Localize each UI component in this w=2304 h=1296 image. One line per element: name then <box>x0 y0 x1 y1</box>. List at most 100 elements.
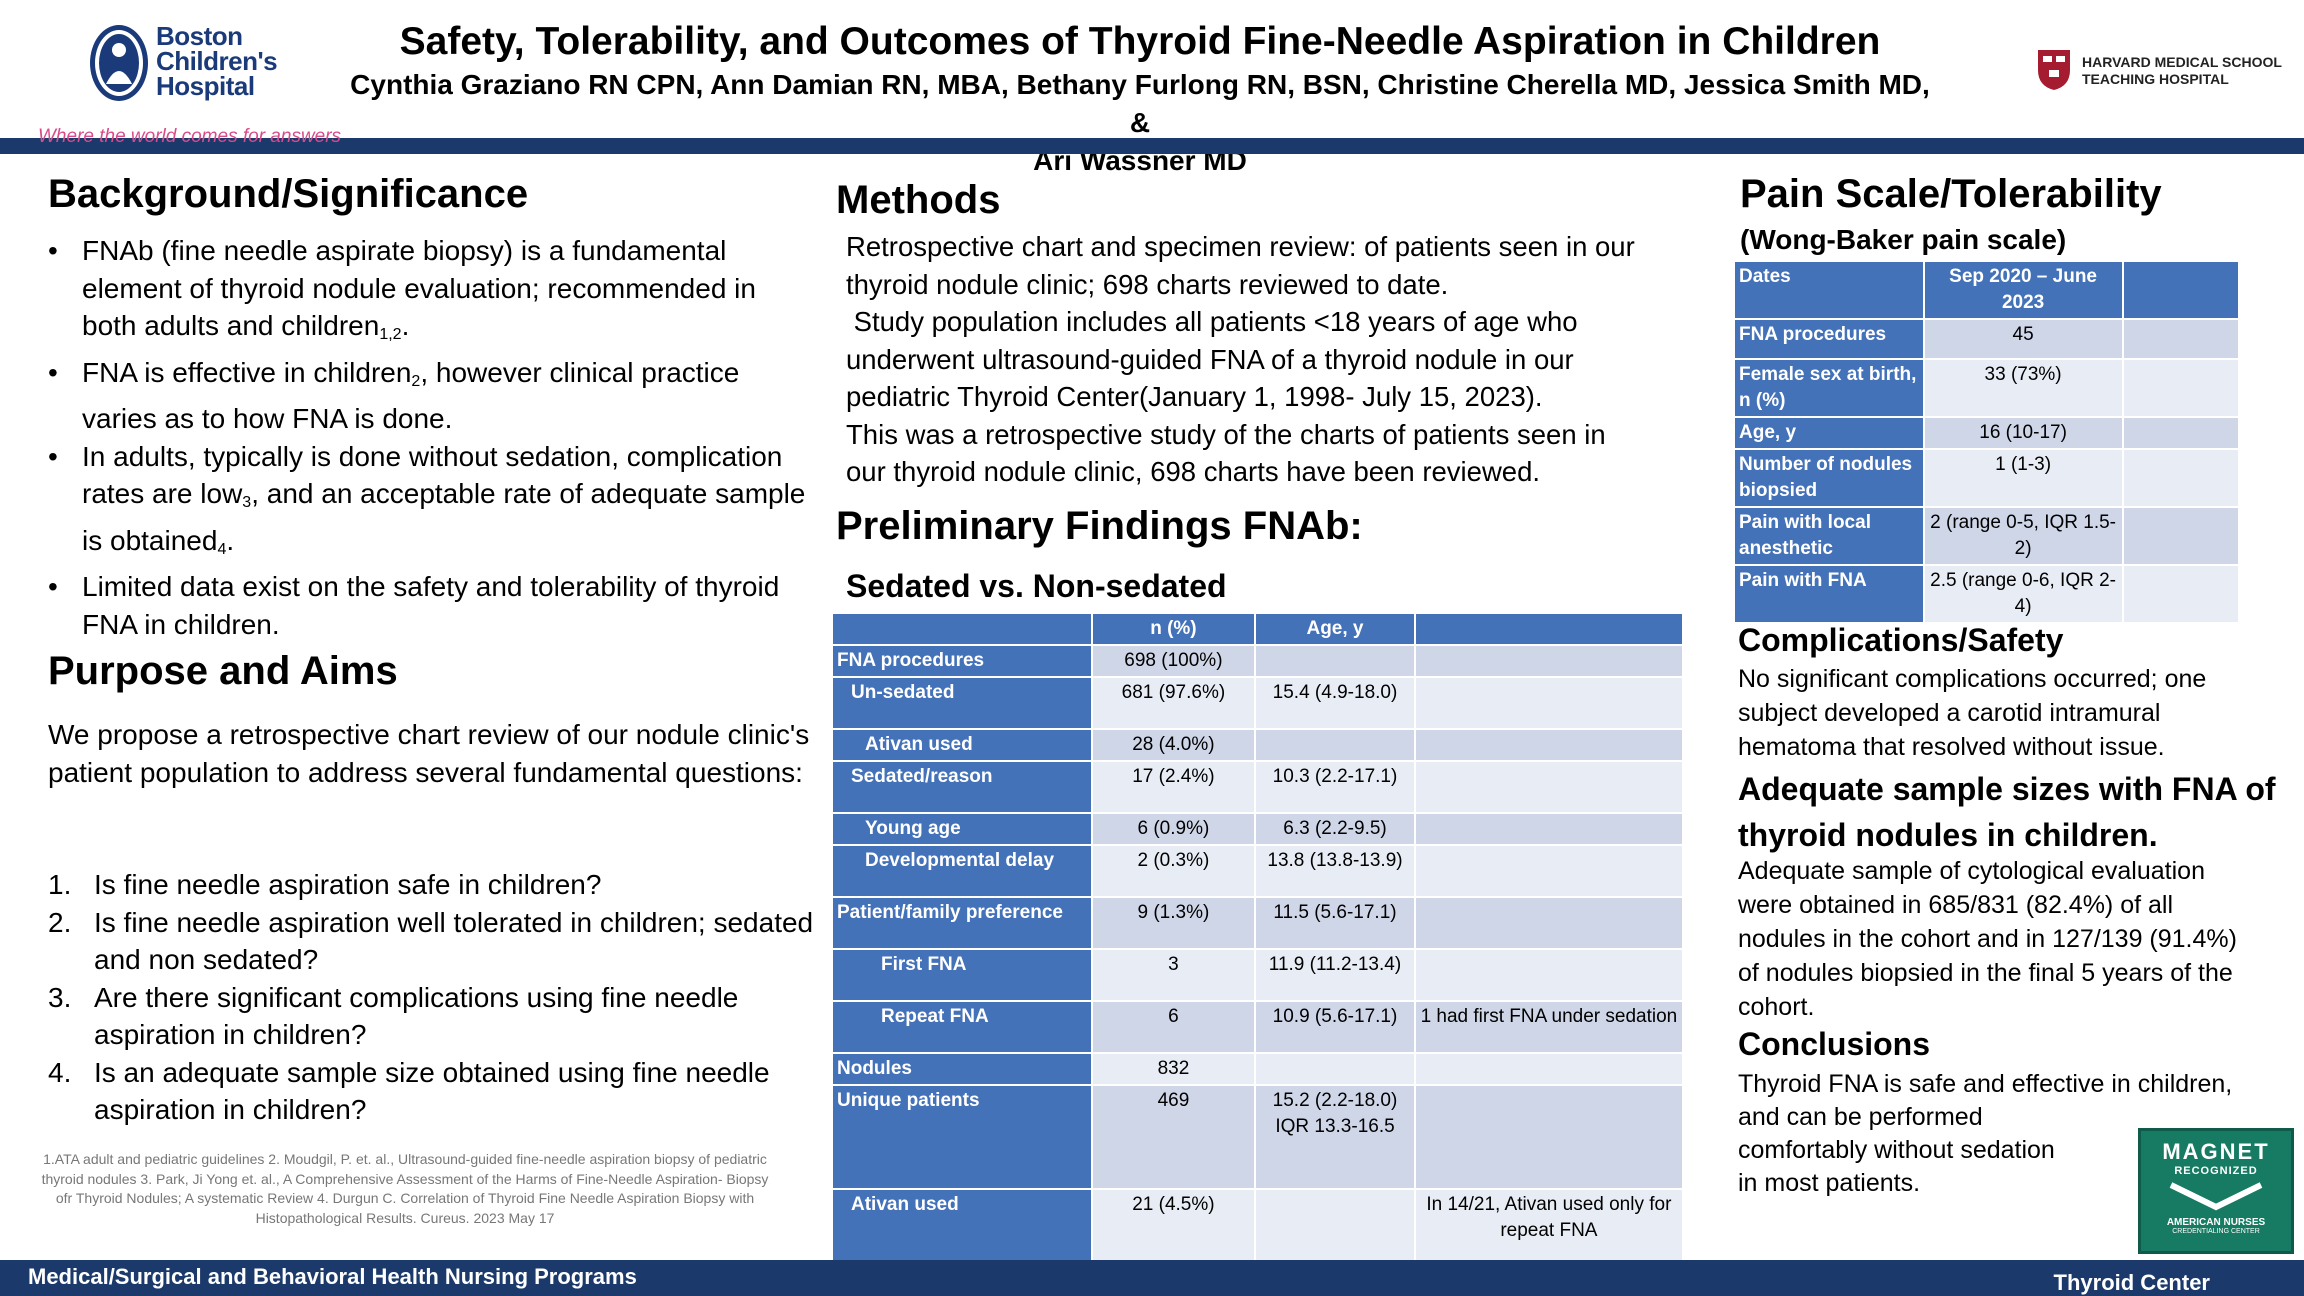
pain-row-label: Pain with local anesthetic <box>1733 506 1925 566</box>
pain-row: FNA procedures 45 <box>1733 318 2241 360</box>
findings-row: Unique patients 469 15.2 (2.2-18.0) IQR 13… <box>831 1084 1685 1190</box>
pain-row-empty <box>2121 564 2241 624</box>
pain-row-label: FNA procedures <box>1733 318 1925 360</box>
findings-cell-age: 6.3 (2.2-9.5) <box>1254 812 1416 846</box>
findings-cell-age: 10.9 (5.6-17.1) <box>1254 1000 1416 1054</box>
pain-row-empty <box>2121 416 2241 450</box>
methods-para-3: This was a retrospective study of the ch… <box>846 418 1606 488</box>
pain-row-value: 2 (range 0-5, IQR 1.5-2) <box>1922 506 2124 566</box>
findings-cell-age: 15.4 (4.9-18.0) <box>1254 676 1416 730</box>
findings-cell-n: 17 (2.4%) <box>1090 760 1257 814</box>
pain-row-label: Age, y <box>1733 416 1925 450</box>
pain-column-header: Dates <box>1733 260 1925 320</box>
findings-cell-n: 698 (100%) <box>1090 644 1257 678</box>
findings-column-header: n (%) <box>1090 612 1257 646</box>
methods-para-2: Study population includes all patients <… <box>846 306 1586 412</box>
findings-row: Un-sedated 681 (97.6%) 15.4 (4.9-18.0) <box>831 676 1685 730</box>
methods-text: Retrospective chart and specimen review:… <box>846 228 1646 491</box>
pain-row-value: 16 (10-17) <box>1922 416 2124 450</box>
pain-row-label: Number of nodules biopsied <box>1733 448 1925 508</box>
pain-row: Age, y 16 (10-17) <box>1733 416 2241 450</box>
harvard-logo: HARVARD MEDICAL SCHOOL TEACHING HOSPITAL <box>2036 48 2296 98</box>
bch-seal-icon <box>90 25 148 101</box>
harvard-shield-icon <box>2038 50 2070 90</box>
findings-cell-note: In 14/21, Ativan used only for repeat FN… <box>1413 1188 1685 1268</box>
complications-text: No significant complications occurred; o… <box>1738 665 2207 761</box>
question-item: 3. Are there significant complications us… <box>48 981 739 1051</box>
findings-cell-n: 9 (1.3%) <box>1090 896 1257 950</box>
findings-column-header <box>1413 612 1685 646</box>
pain-row: Number of nodules biopsied 1 (1-3) <box>1733 448 2241 508</box>
findings-row: Repeat FNA 6 10.9 (5.6-17.1) 1 had first FN… <box>831 1000 1685 1054</box>
pain-row: Pain with FNA 2.5 (range 0-6, IQR 2-4) <box>1733 564 2241 624</box>
findings-row: FNA procedures 698 (100%) <box>831 644 1685 678</box>
findings-cell-note: 1 had first FNA under sedation <box>1413 1000 1685 1054</box>
pain-row-value: 1 (1-3) <box>1922 448 2124 508</box>
findings-cell-age: 15.2 (2.2-18.0) IQR 13.3-16.5 <box>1254 1084 1416 1190</box>
findings-cell-note <box>1413 812 1685 846</box>
background-bullet: FNA is effective in children2, however c… <box>48 354 818 438</box>
findings-cell-n: 681 (97.6%) <box>1090 676 1257 730</box>
findings-subheading: Sedated vs. Non-sedated <box>846 568 1227 604</box>
findings-cell-age <box>1254 1188 1416 1268</box>
question-item: 4. Is an adequate sample size obtained us… <box>48 1056 770 1126</box>
findings-row: Sedated/reason 17 (2.4%) 10.3 (2.2-17.1) <box>831 760 1685 814</box>
author-list: Cynthia Graziano RN CPN, Ann Damian RN, … <box>350 69 1930 176</box>
magnet-org: AMERICAN NURSES <box>2166 1217 2266 1228</box>
findings-cell-note <box>1413 1052 1685 1086</box>
conclusions-line-2: and can be performed <box>1738 1103 1983 1131</box>
conclusions-line-1: Thyroid FNA is safe and effective in chi… <box>1738 1070 2233 1098</box>
pain-row: Female sex at birth, n (%) 33 (73%) <box>1733 358 2241 418</box>
magnet-chevron-icon <box>2169 1182 2263 1211</box>
findings-row-label: Un-sedated <box>831 676 1093 730</box>
pain-row-value: 45 <box>1922 318 2124 360</box>
pain-header-row: Dates Sep 2020 – June 2023 <box>1733 260 2241 320</box>
findings-row-label: Ativan used <box>831 1188 1093 1268</box>
findings-row-label: Sedated/reason <box>831 760 1093 814</box>
footer-center: Thyroid Center <box>2053 1270 2210 1295</box>
findings-cell-note <box>1413 896 1685 950</box>
purpose-intro: We propose a retrospective chart review … <box>48 719 810 788</box>
question-item: 2. Is fine needle aspiration well tolerat… <box>48 906 814 976</box>
pain-row-value: 33 (73%) <box>1922 358 2124 418</box>
tagline: Where the world comes for answers <box>38 126 342 147</box>
poster-footer: Medical/Surgical and Behavioral Health N… <box>0 1260 2304 1296</box>
complications-heading: Complications/Safety <box>1738 622 2064 658</box>
findings-cell-n: 6 <box>1090 1000 1257 1054</box>
findings-row-label: Repeat FNA <box>831 1000 1093 1054</box>
conclusions-line-4: in most patients. <box>1738 1169 1921 1197</box>
findings-cell-n: 832 <box>1090 1052 1257 1086</box>
harvard-text: HARVARD MEDICAL SCHOOL TEACHING HOSPITAL <box>2082 54 2282 87</box>
findings-cell-note <box>1413 1084 1685 1190</box>
findings-cell-age: 10.3 (2.2-17.1) <box>1254 760 1416 814</box>
findings-cell-age <box>1254 1052 1416 1086</box>
findings-row-label: Ativan used <box>831 728 1093 762</box>
bch-name: Boston Children's Hospital <box>156 21 278 101</box>
pain-row-empty <box>2121 506 2241 566</box>
pain-row-value: 2.5 (range 0-6, IQR 2-4) <box>1922 564 2124 624</box>
footer-programs: Medical/Surgical and Behavioral Health N… <box>28 1264 637 1289</box>
findings-row: Young age 6 (0.9%) 6.3 (2.2-9.5) <box>831 812 1685 846</box>
magnet-recognized-badge: MAGNET RECOGNIZED AMERICAN NURSES CREDEN… <box>2138 1128 2294 1254</box>
findings-column-header: Age, y <box>1254 612 1416 646</box>
pain-column-header: Sep 2020 – June 2023 <box>1922 260 2124 320</box>
findings-row: First FNA 3 11.9 (11.2-13.4) <box>831 948 1685 1002</box>
findings-row-label: Patient/family preference <box>831 896 1093 950</box>
findings-row: Nodules 832 <box>831 1052 1685 1086</box>
conclusions-text: Thyroid FNA is safe and effective in chi… <box>1738 1068 2278 1200</box>
header-divider <box>0 138 2304 154</box>
findings-row-label: First FNA <box>831 948 1093 1002</box>
pain-row-empty <box>2121 358 2241 418</box>
findings-header-row: n (%) Age, y <box>831 612 1685 646</box>
magnet-title: MAGNET <box>2162 1139 2270 1164</box>
methods-para-1: Retrospective chart and specimen review:… <box>846 231 1635 300</box>
findings-cell-n: 469 <box>1090 1084 1257 1190</box>
findings-row-label: Nodules <box>831 1052 1093 1086</box>
findings-cell-n: 21 (4.5%) <box>1090 1188 1257 1268</box>
pain-table: Dates Sep 2020 – June 2023 FNA procedures 4… <box>1733 260 2241 624</box>
conclusions-heading: Conclusions <box>1738 1026 1931 1062</box>
poster-title: Safety, Tolerability, and Outcomes of Th… <box>399 20 1881 63</box>
findings-row-label: Young age <box>831 812 1093 846</box>
pain-row: Pain with local anesthetic 2 (range 0-5, … <box>1733 506 2241 566</box>
magnet-org-sub: CREDENTIALING CENTER <box>2172 1228 2260 1235</box>
